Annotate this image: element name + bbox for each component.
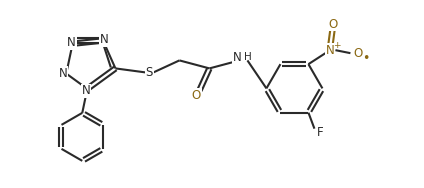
Text: +: + (333, 41, 340, 50)
Text: O: O (192, 89, 201, 102)
Text: O: O (354, 47, 363, 60)
Text: N: N (233, 51, 241, 64)
Text: H: H (243, 52, 251, 62)
Text: F: F (317, 126, 324, 139)
Text: N: N (100, 33, 109, 46)
Text: S: S (146, 66, 153, 79)
Text: •: • (362, 52, 369, 65)
Text: N: N (326, 44, 335, 57)
Text: N: N (67, 36, 76, 49)
Text: N: N (59, 67, 67, 80)
Text: N: N (82, 84, 91, 97)
Text: O: O (329, 18, 338, 31)
